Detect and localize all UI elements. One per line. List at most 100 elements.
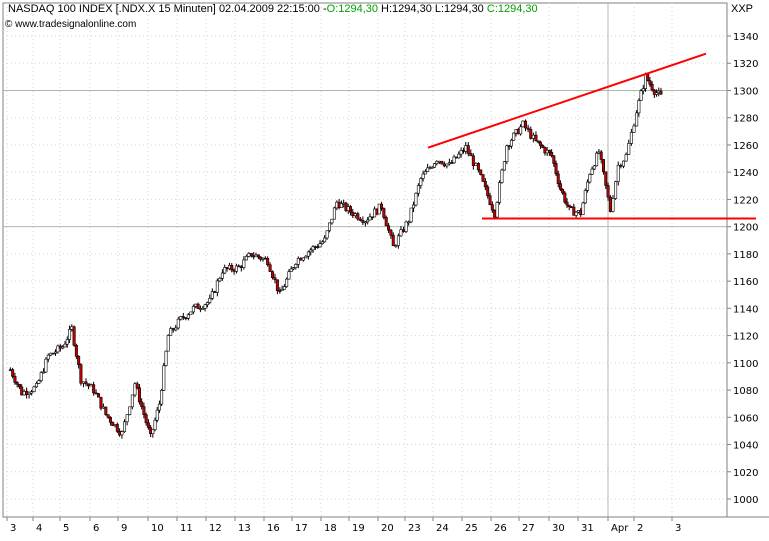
candle-up [505,145,509,162]
candle-up [323,237,327,243]
unit-label: XXP [731,3,754,15]
candle-up [304,255,308,259]
candle-down [488,195,492,205]
candle-up [509,139,513,147]
candle-down [239,266,243,269]
x-tick-label: 20 [381,523,394,534]
candle-down [650,83,654,91]
candle-up [419,178,423,186]
plot-frame [2,2,728,518]
candle-up [627,143,631,155]
candle-down [384,217,388,227]
candle-up [421,173,425,179]
candle-down [230,264,234,271]
candle-down [389,229,393,236]
candle-up [396,235,400,246]
y-tick-label: 1080 [733,386,758,397]
x-tick-label: 26 [494,523,507,534]
candle-down [140,401,144,407]
candle-up [377,203,381,215]
candle-down [94,392,98,395]
candle-up [416,185,420,194]
x-tick-label: 23 [408,523,421,534]
x-tick-label: 11 [180,523,193,534]
candle-up [186,314,190,319]
candle-up [164,350,168,366]
x-tick-label: 2 [637,523,643,534]
candle-up [280,288,284,291]
candle-up [632,125,636,133]
candle-down [99,396,103,409]
candle-up [639,90,643,101]
candle-up [201,308,205,310]
candle-up [120,431,124,436]
candle-down [547,149,551,153]
candle-up [189,311,193,316]
candle-up [282,286,286,290]
x-tick-label: 3 [10,523,16,534]
candle-up [301,257,305,261]
candle-up [61,346,65,349]
candle-up [247,253,251,257]
instrument-name: NASDAQ 100 INDEX [.NDX.X 15 Minuten] [8,3,216,15]
candle-down [648,80,652,85]
candle-down [599,151,603,160]
candle-up [447,162,451,165]
source-credit: © www.tradesignalonline.com [5,19,137,30]
candle-up [590,168,594,175]
x-tick-label: 30 [552,523,565,534]
candle-down [11,369,15,377]
candle-up [437,160,441,163]
y-tick-label: 1340 [733,32,758,43]
candle-up [289,268,293,272]
candle-down [142,406,146,416]
candle-up [414,192,418,206]
candle-down [387,225,391,231]
candle-up [39,372,43,381]
candle-up [581,202,585,216]
candle-down [554,163,558,175]
candle-down [273,277,277,281]
candle-up [160,390,164,405]
resistance-trendline [427,52,707,149]
candle-up [227,264,231,270]
x-tick-label: Apr [611,523,629,534]
candle-up [89,384,93,387]
candle-up [32,386,36,392]
candle-up [445,163,449,167]
candle-down [606,185,610,198]
candle-down [87,383,91,387]
candle-down [74,344,78,357]
candle-up [125,414,129,423]
candle-up [234,265,238,272]
candle-up [328,222,332,232]
candle-up [464,145,468,152]
x-tick-label: 17 [295,523,308,534]
candle-up [203,304,207,309]
candle-up [616,164,620,182]
candle-up [474,163,478,166]
candle-up [151,429,155,435]
candle-up [242,259,246,269]
close-value: C:1294,30 [486,3,538,15]
candle-up [502,161,506,171]
candle-up [198,308,202,310]
candle-down [556,173,560,184]
candle-up [325,230,329,239]
candle-down [471,155,475,166]
candle-down [440,160,444,165]
candle-down [550,152,554,157]
y-tick-label: 1140 [733,304,758,315]
candle-up [22,391,26,396]
candle-down [79,364,83,384]
candle-up [153,419,157,430]
candle-up [309,249,313,253]
y-tick-label: 1280 [733,114,758,125]
candle-up [330,218,334,224]
y-tick-label: 1120 [733,332,758,343]
candle-down [361,220,365,223]
y-tick-label: 1000 [733,495,758,506]
candle-down [15,382,19,385]
candle-up [426,167,430,172]
